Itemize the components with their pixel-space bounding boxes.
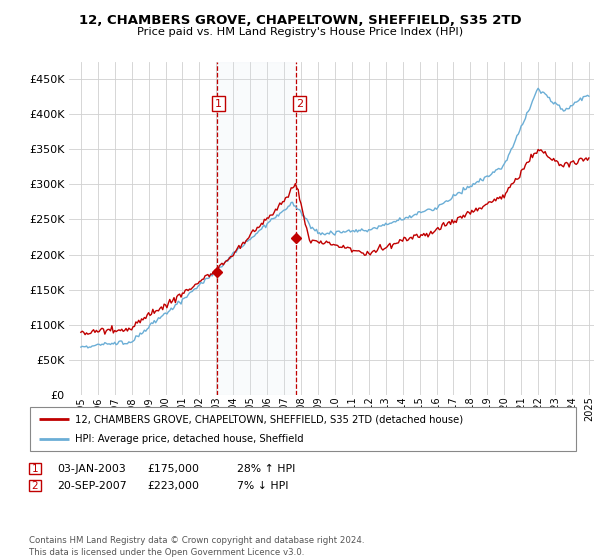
Text: Price paid vs. HM Land Registry's House Price Index (HPI): Price paid vs. HM Land Registry's House … [137, 27, 463, 37]
Text: 2: 2 [31, 480, 38, 491]
Text: 12, CHAMBERS GROVE, CHAPELTOWN, SHEFFIELD, S35 2TD: 12, CHAMBERS GROVE, CHAPELTOWN, SHEFFIEL… [79, 14, 521, 27]
Text: 03-JAN-2003: 03-JAN-2003 [57, 464, 126, 474]
Text: 1: 1 [31, 464, 38, 474]
Text: 7% ↓ HPI: 7% ↓ HPI [237, 480, 289, 491]
Text: 12, CHAMBERS GROVE, CHAPELTOWN, SHEFFIELD, S35 2TD (detached house): 12, CHAMBERS GROVE, CHAPELTOWN, SHEFFIEL… [75, 414, 463, 424]
Text: £175,000: £175,000 [147, 464, 199, 474]
Text: 28% ↑ HPI: 28% ↑ HPI [237, 464, 295, 474]
Text: £223,000: £223,000 [147, 480, 199, 491]
Text: 2: 2 [296, 99, 303, 109]
Text: 20-SEP-2007: 20-SEP-2007 [57, 480, 127, 491]
Text: Contains HM Land Registry data © Crown copyright and database right 2024.
This d: Contains HM Land Registry data © Crown c… [29, 536, 364, 557]
Bar [217, 62, 296, 395]
Text: HPI: Average price, detached house, Sheffield: HPI: Average price, detached house, Shef… [75, 433, 304, 444]
Text: 1: 1 [215, 99, 222, 109]
